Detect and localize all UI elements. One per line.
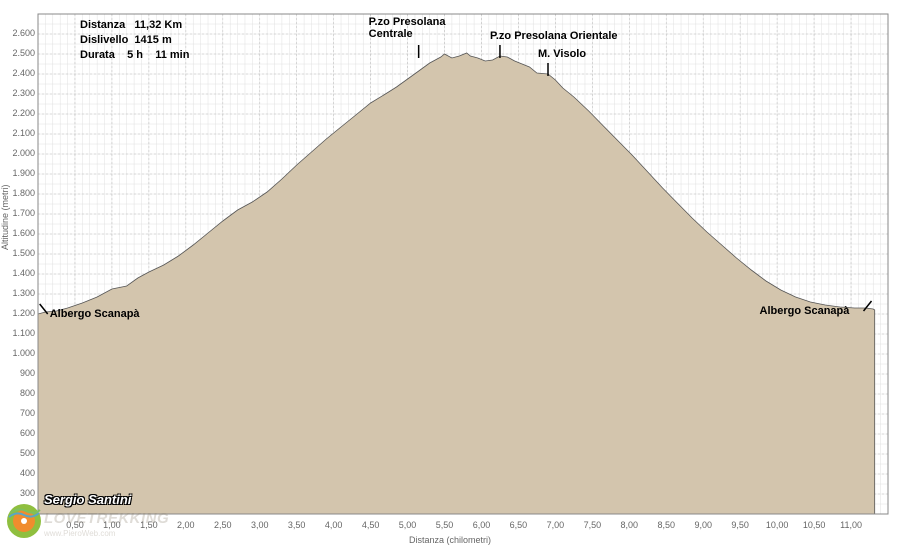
y-tick-label: 1.900 <box>2 168 35 178</box>
y-tick-label: 900 <box>2 368 35 378</box>
y-tick-label: 1.500 <box>2 248 35 258</box>
x-tick-label: 7,00 <box>547 520 565 530</box>
info-row: Distanza 11,32 Km <box>80 18 189 33</box>
peak-label: Albergo Scanapà <box>50 308 140 320</box>
info-row: Durata 5 h 11 min <box>80 48 189 63</box>
info-row: Dislivello 1415 m <box>80 33 189 48</box>
x-tick-label: 1,00 <box>103 520 121 530</box>
x-tick-label: 7,50 <box>584 520 602 530</box>
y-tick-label: 1.000 <box>2 348 35 358</box>
x-tick-label: 5,00 <box>399 520 417 530</box>
y-tick-label: 2.400 <box>2 68 35 78</box>
x-tick-label: 9,50 <box>731 520 749 530</box>
x-tick-label: 5,50 <box>436 520 454 530</box>
y-tick-label: 2.300 <box>2 88 35 98</box>
y-tick-label: 1.100 <box>2 328 35 338</box>
x-tick-label: 2,00 <box>177 520 195 530</box>
info-box: Distanza 11,32 Km Dislivello 1415 m Dura… <box>80 18 189 63</box>
x-tick-label: 3,50 <box>288 520 306 530</box>
y-tick-label: 600 <box>2 428 35 438</box>
peak-label: M. Visolo <box>538 48 586 60</box>
y-tick-label: 2.200 <box>2 108 35 118</box>
x-tick-label: 10,00 <box>766 520 789 530</box>
x-axis-title: Distanza (chilometri) <box>0 535 900 545</box>
x-tick-label: 9,00 <box>694 520 712 530</box>
x-tick-label: 6,00 <box>473 520 491 530</box>
y-tick-label: 500 <box>2 448 35 458</box>
x-tick-label: 2,50 <box>214 520 232 530</box>
x-tick-label: 3,00 <box>251 520 269 530</box>
y-tick-label: 700 <box>2 408 35 418</box>
watermark-url: www.PieroWeb.com <box>44 529 115 538</box>
peak-label: P.zo PresolanaCentrale <box>369 16 446 40</box>
x-tick-label: 0,50 <box>66 520 84 530</box>
y-tick-label: 2.000 <box>2 148 35 158</box>
elevation-chart: Distanza 11,32 Km Dislivello 1415 m Dura… <box>0 0 900 549</box>
x-tick-label: 11,00 <box>840 520 862 530</box>
y-tick-label: 1.700 <box>2 208 35 218</box>
peak-label: Albergo Scanapà <box>760 305 850 317</box>
y-tick-label: 1.400 <box>2 268 35 278</box>
y-tick-label: 1.800 <box>2 188 35 198</box>
chart-svg <box>0 0 900 549</box>
y-tick-label: 2.100 <box>2 128 35 138</box>
x-tick-label: 8,50 <box>657 520 675 530</box>
x-tick-label: 1,50 <box>140 520 158 530</box>
x-tick-label: 6,50 <box>510 520 528 530</box>
y-tick-label: 400 <box>2 468 35 478</box>
y-tick-label: 1.600 <box>2 228 35 238</box>
x-tick-label: 8,00 <box>621 520 639 530</box>
x-tick-label: 4,00 <box>325 520 343 530</box>
x-tick-label: 4,50 <box>362 520 380 530</box>
logo-icon <box>6 503 42 539</box>
peak-label: P.zo Presolana Orientale <box>490 30 618 42</box>
y-tick-label: 1.200 <box>2 308 35 318</box>
author-name: Sergio Santini <box>44 492 131 507</box>
y-tick-label: 800 <box>2 388 35 398</box>
y-tick-label: 1.300 <box>2 288 35 298</box>
y-tick-label: 2.500 <box>2 48 35 58</box>
y-tick-label: 300 <box>2 488 35 498</box>
x-tick-label: 10,50 <box>803 520 826 530</box>
y-tick-label: 2.600 <box>2 28 35 38</box>
